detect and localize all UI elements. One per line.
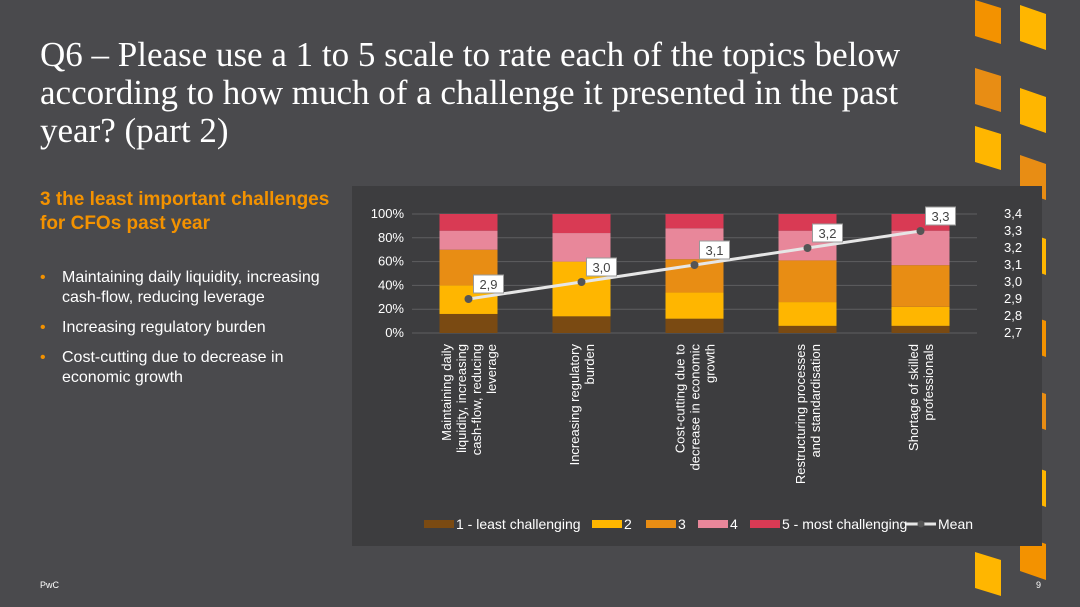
- mean-point: [916, 227, 925, 235]
- y-right-tick: 3,1: [1004, 257, 1022, 272]
- mean-point: [803, 244, 812, 252]
- bar-segment: [439, 313, 498, 333]
- category-label: cash-flow, reducing: [469, 344, 484, 455]
- mean-label-box: [473, 274, 504, 294]
- category-label: leverage: [484, 344, 499, 394]
- category-label: and standardisation: [808, 344, 823, 457]
- y-right-tick: 3,3: [1004, 223, 1022, 238]
- y-right-tick: 2,7: [1004, 325, 1022, 340]
- chart-panel: 0% 20% 40% 60% 80% 100% 2,7 2,8 2,9 3,0 3,1 3,2 3,3 3…: [352, 186, 1042, 546]
- y-right-tick: 3,2: [1004, 240, 1022, 255]
- category-label: Maintaining daily: [439, 344, 454, 441]
- bar-segment: [439, 214, 498, 231]
- y-right-tick: 3,0: [1004, 274, 1022, 289]
- bullet-item: Cost-cutting due to decrease in economic…: [40, 348, 340, 388]
- bar-segment: [665, 292, 724, 319]
- category-label: liquidity, increasing: [454, 344, 469, 453]
- legend-swatch: [646, 520, 676, 528]
- category-label: Cost-cutting due to: [673, 344, 688, 453]
- y-right-tick: 3,4: [1004, 206, 1022, 221]
- y-left-tick: 100%: [371, 206, 405, 221]
- mean-label: 3,3: [931, 209, 949, 224]
- mean-label: 3,2: [818, 226, 836, 241]
- mean-label: 3,0: [592, 260, 610, 275]
- legend-label: 5 - most challenging: [782, 516, 907, 532]
- bar-segment: [552, 316, 611, 333]
- bullet-item: Maintaining daily liquidity, increasing …: [40, 268, 340, 308]
- y-left-tick: 60%: [378, 254, 404, 269]
- bar-segment: [665, 318, 724, 333]
- bar-segment: [552, 233, 611, 262]
- y-right-tick: 2,9: [1004, 291, 1022, 306]
- y-left-tick: 80%: [378, 230, 404, 245]
- bar-segment: [665, 214, 724, 229]
- bar-segment: [552, 214, 611, 234]
- bar-segment: [778, 302, 837, 326]
- category-label: decrease in economic: [688, 344, 703, 471]
- mean-point: [690, 261, 699, 269]
- legend-label: 1 - least challenging: [456, 516, 581, 532]
- bar-segment: [778, 325, 837, 333]
- mean-label-box: [925, 206, 956, 226]
- category-label: Increasing regulatory: [567, 344, 582, 466]
- legend-swatch: [698, 520, 728, 528]
- mean-point: [577, 278, 586, 286]
- bar-segment: [439, 230, 498, 250]
- y-left-tick: 0%: [385, 325, 404, 340]
- bar-segment: [778, 260, 837, 303]
- category-label: Shortage of skilled: [906, 344, 921, 451]
- bar-segment: [891, 325, 950, 333]
- sub-heading: 3 the least important challenges for CFO…: [40, 189, 330, 234]
- bar-segment: [891, 230, 950, 266]
- page-number: 9: [1036, 580, 1042, 590]
- y-right-tick: 2,8: [1004, 308, 1022, 323]
- legend-label: Mean: [938, 516, 973, 532]
- category-label: burden: [582, 344, 597, 384]
- category-label: professionals: [921, 344, 936, 421]
- bar-segment: [891, 306, 950, 326]
- legend-swatch-dot: [917, 520, 925, 528]
- category-label: Restructuring processes: [793, 344, 808, 485]
- bullet-list: Maintaining daily liquidity, increasing …: [40, 268, 340, 398]
- legend-label: 4: [730, 516, 738, 532]
- mean-label: 2,9: [479, 277, 497, 292]
- stacked-bar-chart: 0% 20% 40% 60% 80% 100% 2,7 2,8 2,9 3,0 3,1 3,2 3,3 3…: [371, 206, 1022, 532]
- mean-label: 3,1: [705, 243, 723, 258]
- mean-label-box: [699, 240, 730, 260]
- mean-label-box: [586, 257, 617, 277]
- bullet-item: Increasing regulatory burden: [40, 318, 340, 338]
- slide-title: Q6 – Please use a 1 to 5 scale to rate e…: [40, 35, 901, 150]
- y-left-tick: 40%: [378, 277, 404, 292]
- y-left-tick: 20%: [378, 301, 404, 316]
- legend-label: 2: [624, 516, 632, 532]
- legend-swatch: [750, 520, 780, 528]
- category-label: growth: [703, 344, 718, 383]
- legend-swatch: [424, 520, 454, 528]
- bar-segment: [891, 265, 950, 307]
- mean-label-box: [812, 223, 843, 243]
- mean-point: [464, 295, 473, 303]
- footer-brand: PwC: [40, 580, 60, 590]
- legend-swatch: [592, 520, 622, 528]
- legend-label: 3: [678, 516, 686, 532]
